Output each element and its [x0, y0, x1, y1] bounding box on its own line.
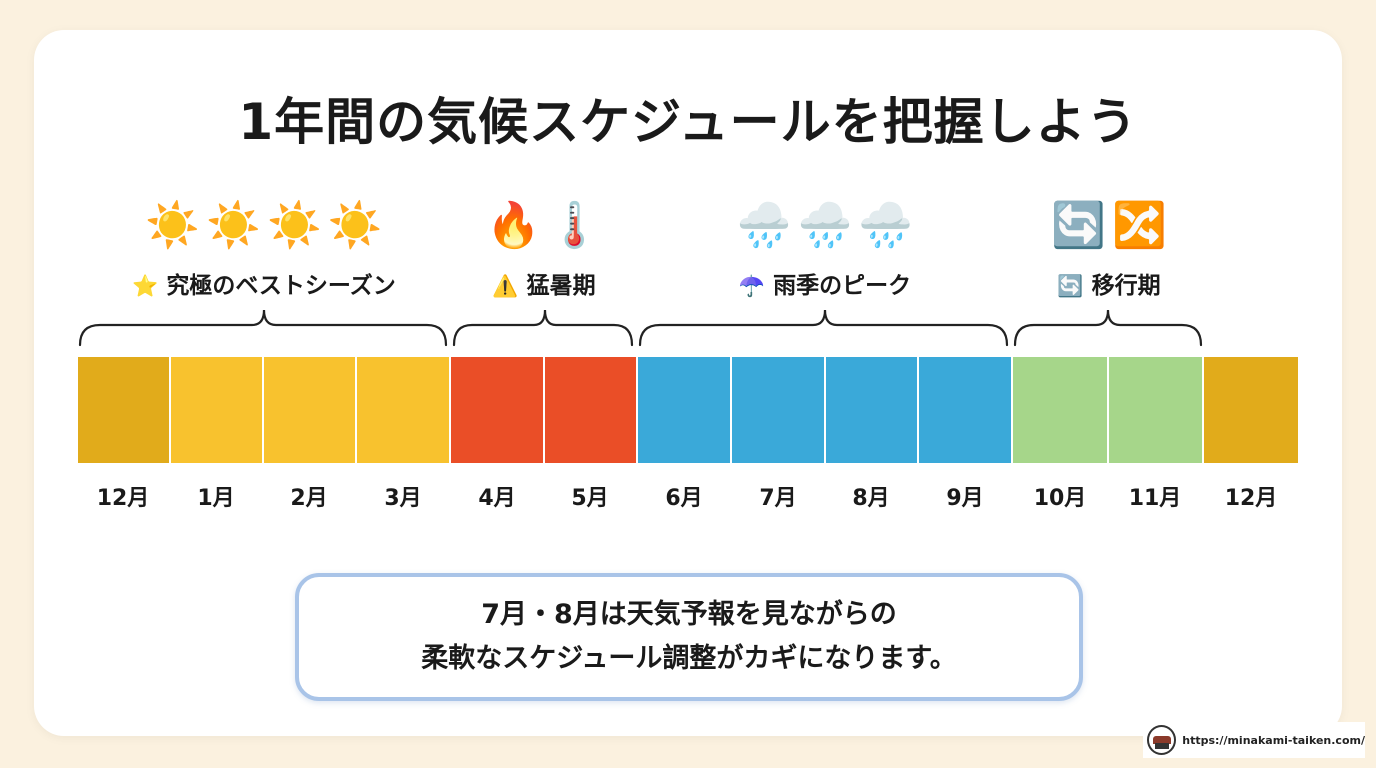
repeat-icon: 🔄: [1051, 200, 1106, 251]
month-label: 5月: [571, 486, 609, 511]
advice-line-1: 7月・8月は天気予報を見ながらの: [481, 599, 897, 630]
month-bar-dec-start: [78, 357, 169, 463]
advice-note: 7月・8月は天気予報を見ながらの 柔軟なスケジュール調整がカギになります。: [295, 573, 1083, 701]
heat-icons: 🔥 🌡️: [452, 198, 636, 254]
month-bar-sep: [919, 357, 1011, 463]
thermometer-icon: 🌡️: [547, 200, 602, 251]
month-bar-nov: [1109, 357, 1202, 463]
transition-icons: 🔄 🔀: [1014, 198, 1204, 254]
month-label: 1月: [197, 486, 235, 511]
month-bar-feb: [264, 357, 355, 463]
month-label: 8月: [852, 486, 890, 511]
group-label-text: 移行期: [1091, 273, 1161, 299]
month-label: 12月: [1224, 486, 1278, 511]
fire-icon: 🔥: [486, 200, 541, 251]
umbrella-icon: ☂️: [738, 274, 766, 298]
group-hot-season: 🔥 🌡️ ⚠️ 猛暑期: [452, 198, 636, 300]
group-label: ⚠️ 猛暑期: [452, 266, 636, 300]
month-label: 9月: [946, 486, 984, 511]
bracket-transition: [1013, 309, 1203, 347]
month-label: 6月: [665, 486, 703, 511]
month-bar-oct: [1013, 357, 1107, 463]
bracket-rainy-season: [638, 309, 1009, 347]
group-transition: 🔄 🔀 🔄 移行期: [1014, 198, 1204, 300]
month-label: 7月: [759, 486, 797, 511]
month-bar-jun: [638, 357, 730, 463]
sun-icon: ☀️: [145, 200, 201, 251]
sun-icon: ☀️: [206, 200, 261, 251]
star-icon: ⭐: [132, 274, 159, 298]
group-label-text: 究極のベストシーズン: [166, 273, 396, 299]
sun-icons: ☀️ ☀️ ☀️ ☀️: [78, 198, 450, 254]
month-label: 4月: [478, 486, 516, 511]
month-label: 10月: [1033, 486, 1087, 511]
site-url-link[interactable]: https://minakami-taiken.com/: [1182, 733, 1365, 747]
month-bar-dec-end: [1204, 357, 1298, 463]
month-bar-jul: [732, 357, 824, 463]
month-bar-aug: [826, 357, 917, 463]
sun-icon: ☀️: [267, 200, 322, 251]
rain-cloud-icon: 🌧️: [858, 200, 914, 251]
group-label: ☂️ 雨季のピーク: [638, 266, 1012, 300]
repeat-icon: 🔄: [1057, 274, 1084, 298]
group-rainy-season: 🌧️ 🌧️ 🌧️ ☂️ 雨季のピーク: [638, 198, 1012, 300]
month-label: 11月: [1128, 486, 1182, 511]
month-bar-may: [545, 357, 636, 463]
bracket-best-season: [78, 309, 448, 347]
group-label-text: 猛暑期: [526, 273, 596, 299]
month-label: 3月: [384, 486, 422, 511]
group-label: ⭐ 究極のベストシーズン: [78, 266, 450, 300]
group-best-season: ☀️ ☀️ ☀️ ☀️ ⭐ 究極のベストシーズン: [78, 198, 450, 300]
month-bar-apr: [451, 357, 543, 463]
warning-icon: ⚠️: [492, 274, 519, 298]
bracket-hot-season: [452, 309, 634, 347]
month-label: 12月: [96, 486, 150, 511]
site-logo-icon: [1147, 725, 1177, 755]
sun-icon: ☀️: [327, 200, 383, 251]
page-title: 1年間の気候スケジュールを把握しよう: [238, 93, 1138, 151]
group-label-text: 雨季のピーク: [773, 273, 912, 299]
rain-icons: 🌧️ 🌧️ 🌧️: [638, 198, 1012, 254]
advice-line-2: 柔軟なスケジュール調整がカギになります。: [421, 643, 957, 674]
month-label: 2月: [290, 486, 328, 511]
shuffle-icon: 🔀: [1112, 200, 1167, 251]
group-label: 🔄 移行期: [1014, 266, 1204, 300]
month-bar-jan: [171, 357, 262, 463]
rain-cloud-icon: 🌧️: [736, 200, 792, 251]
site-footer: https://minakami-taiken.com/: [1143, 722, 1365, 758]
month-bar-mar: [357, 357, 449, 463]
rain-cloud-icon: 🌧️: [797, 200, 853, 251]
